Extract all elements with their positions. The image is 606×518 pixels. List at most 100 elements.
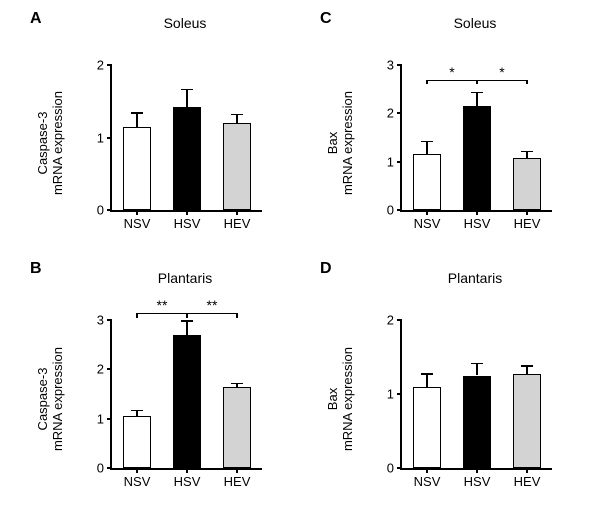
y-axis-label: Caspase-3mRNA expression <box>35 73 65 213</box>
errorbar-cap <box>131 112 143 114</box>
plot-area: 0123NSVHSVHEV**** <box>110 320 262 470</box>
y-axis-label-top: Caspase-3 <box>35 73 50 213</box>
xtick <box>426 468 428 473</box>
y-axis-label-bottom: mRNA expression <box>50 73 65 213</box>
ytick-label: 2 <box>97 58 104 73</box>
significance-tick <box>426 80 428 85</box>
ytick <box>397 112 402 114</box>
errorbar-cap <box>521 365 533 367</box>
significance-line <box>187 313 237 315</box>
y-axis-label-bottom: mRNA expression <box>340 329 355 469</box>
panel-D: DPlantaris012NSVHSVHEVBaxmRNA expression <box>380 260 560 500</box>
bar-HEV <box>223 387 251 468</box>
xtick-label: HSV <box>464 216 491 231</box>
errorbar <box>476 363 478 376</box>
significance-label: * <box>449 64 454 80</box>
ytick <box>397 64 402 66</box>
y-axis-label-top: Bax <box>325 73 340 213</box>
ytick <box>107 319 112 321</box>
panel-letter: C <box>320 10 332 28</box>
ytick <box>107 137 112 139</box>
y-axis-label-bottom: mRNA expression <box>340 73 355 213</box>
ytick-label: 2 <box>387 106 394 121</box>
ytick <box>397 319 402 321</box>
errorbar <box>426 141 428 155</box>
panel-A: ASoleus012NSVHSVHEVCaspase-3mRNA express… <box>90 10 270 240</box>
errorbar-cap <box>521 151 533 153</box>
ytick-label: 1 <box>97 411 104 426</box>
xtick <box>526 210 528 215</box>
xtick-label: HSV <box>174 474 201 489</box>
ytick-label: 1 <box>387 154 394 169</box>
ytick-label: 1 <box>387 387 394 402</box>
xtick <box>136 468 138 473</box>
xtick <box>476 468 478 473</box>
bar-HEV <box>223 123 251 210</box>
significance-line <box>427 80 477 82</box>
xtick <box>186 468 188 473</box>
y-axis-label: BaxmRNA expression <box>325 329 355 469</box>
errorbar-cap <box>471 363 483 365</box>
errorbar-cap <box>421 141 433 143</box>
ytick <box>107 418 112 420</box>
ytick-label: 2 <box>97 362 104 377</box>
xtick-label: NSV <box>124 474 151 489</box>
errorbar-cap <box>231 383 243 385</box>
panel-title: Soleus <box>110 15 260 31</box>
bar-NSV <box>123 127 151 210</box>
significance-label: ** <box>157 297 168 313</box>
errorbar <box>426 373 428 386</box>
xtick-label: NSV <box>414 216 441 231</box>
errorbar-cap <box>421 373 433 375</box>
bar-HEV <box>513 374 541 468</box>
significance-tick <box>526 80 528 85</box>
errorbar-cap <box>231 114 243 116</box>
significance-tick <box>186 313 188 318</box>
errorbar <box>136 112 138 127</box>
ytick-label: 3 <box>387 58 394 73</box>
y-axis-label-top: Caspase-3 <box>35 329 50 469</box>
panel-letter: B <box>30 260 42 278</box>
xtick <box>476 210 478 215</box>
panel-title: Plantaris <box>400 270 550 286</box>
xtick-label: NSV <box>414 474 441 489</box>
significance-line <box>477 80 527 82</box>
significance-tick <box>476 80 478 85</box>
panel-B: BPlantaris0123NSVHSVHEV****Caspase-3mRNA… <box>90 260 270 500</box>
y-axis-label: Caspase-3mRNA expression <box>35 329 65 469</box>
bar-NSV <box>413 387 441 468</box>
significance-label: * <box>499 64 504 80</box>
plot-area: 0123NSVHSVHEV** <box>400 65 552 212</box>
xtick <box>526 468 528 473</box>
bar-HSV <box>173 335 201 468</box>
ytick-label: 3 <box>97 313 104 328</box>
panel-title: Soleus <box>400 15 550 31</box>
panel-C: CSoleus0123NSVHSVHEV**BaxmRNA expression <box>380 10 560 240</box>
xtick-label: HEV <box>224 474 251 489</box>
y-axis-label-bottom: mRNA expression <box>50 329 65 469</box>
errorbar <box>186 320 188 335</box>
ytick <box>107 64 112 66</box>
errorbar-cap <box>181 320 193 322</box>
bar-NSV <box>413 154 441 210</box>
xtick-label: HEV <box>224 216 251 231</box>
bar-HEV <box>513 158 541 210</box>
errorbar <box>186 89 188 107</box>
ytick-label: 2 <box>387 313 394 328</box>
ytick-label: 0 <box>97 461 104 476</box>
bar-HSV <box>463 376 491 469</box>
ytick <box>397 161 402 163</box>
significance-line <box>137 313 187 315</box>
panel-letter: A <box>30 10 42 28</box>
ytick <box>397 393 402 395</box>
xtick <box>426 210 428 215</box>
errorbar-cap <box>131 410 143 412</box>
errorbar-cap <box>181 89 193 91</box>
panel-title: Plantaris <box>110 270 260 286</box>
xtick-label: HEV <box>514 216 541 231</box>
significance-tick <box>136 313 138 318</box>
bar-NSV <box>123 416 151 468</box>
xtick <box>236 468 238 473</box>
xtick-label: NSV <box>124 216 151 231</box>
bar-HSV <box>173 107 201 210</box>
